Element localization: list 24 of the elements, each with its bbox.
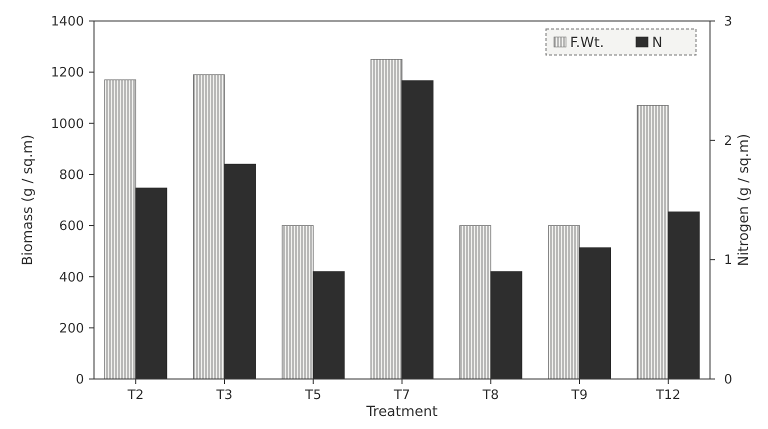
x-tick-label: T5 (304, 388, 322, 403)
legend-label: F.Wt. (570, 34, 604, 51)
y-tick-label: 1400 (50, 14, 84, 30)
x-axis-title: Treatment (365, 404, 438, 420)
y-tick-label: 1000 (50, 116, 84, 132)
y-tick-label: 800 (59, 168, 84, 183)
x-tick-label: T7 (392, 388, 410, 403)
y2-tick-label: 3 (724, 14, 732, 30)
y2-tick-label: 2 (724, 134, 732, 149)
legend-label: N (652, 34, 662, 51)
y-tick-label: 200 (59, 321, 84, 336)
y-tick-label: 1200 (50, 66, 84, 81)
y-tick-label: 400 (59, 270, 84, 286)
y-tick-label: 0 (76, 372, 84, 388)
x-tick-label: T2 (126, 388, 144, 403)
y-axis-title: Biomass (g / sq.m) (20, 134, 36, 266)
x-tick-label: T8 (482, 388, 499, 403)
x-tick-label: T3 (215, 388, 233, 403)
x-tick-label: T12 (655, 388, 681, 403)
y-tick-label: 600 (59, 219, 84, 234)
y2-tick-label: 1 (724, 253, 732, 268)
x-tick-label: T9 (570, 388, 588, 403)
y2-tick-label: 0 (724, 372, 732, 388)
y2-axis-title: Nitrogen (g / sq.m) (736, 134, 752, 266)
